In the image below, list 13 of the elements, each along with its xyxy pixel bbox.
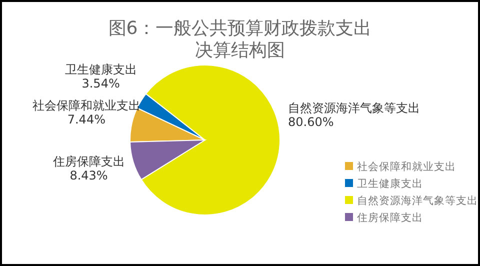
data-label: 8.43%: [70, 168, 108, 182]
data-label: 7.44%: [67, 112, 106, 127]
legend-label: 社会保障和就业支出: [357, 160, 456, 173]
chart-title: 图6：一般公共预算财政拨款支出决算结构图: [108, 18, 372, 61]
slice-label: 社会保障和就业支出: [32, 98, 140, 113]
slice-label: 自然资源海洋气象等支出: [288, 101, 420, 115]
legend-label: 住房保障支出: [357, 211, 423, 224]
data-label: 3.54%: [82, 76, 120, 91]
slice-label: 住房保障支出: [52, 154, 125, 168]
legend-label: 卫生健康支出: [357, 177, 423, 190]
data-label: 80.60%: [288, 115, 334, 129]
slice-label: 卫生健康支出: [64, 62, 137, 77]
legend-label: 自然资源海洋气象等支出: [357, 194, 478, 207]
